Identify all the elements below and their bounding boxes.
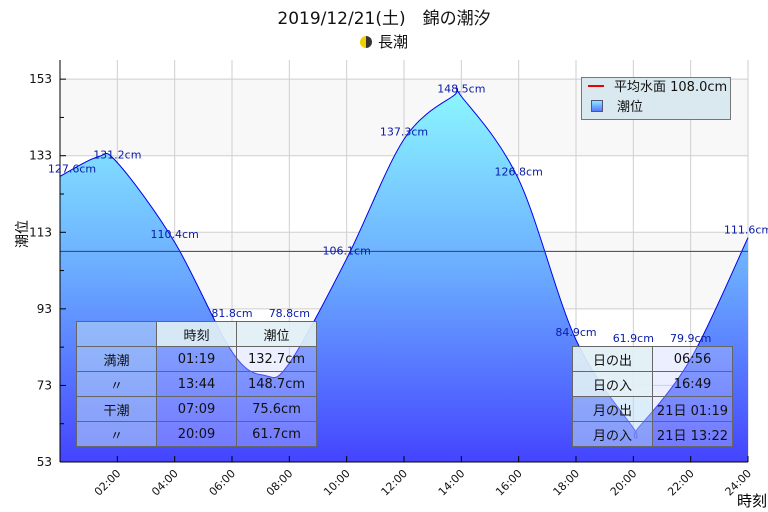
y-axis-label: 潮位 [15,220,31,248]
event-time: 16:49 [652,371,733,397]
y-tick-label: 93 [37,302,52,316]
legend: 平均水面 108.0cm 潮位 [581,77,731,120]
y-tick-label: 113 [29,225,52,239]
x-tick-label: 12:00 [379,467,411,499]
legend-item-tide: 潮位 [582,98,730,118]
table-row: 〃 20:09 61.7cm [76,421,317,447]
data-label: 127.6cm [48,162,96,175]
half-moon-icon [359,36,372,48]
table-header-row: 時刻 潮位 [76,321,317,347]
event-label: 月の入 [572,421,653,447]
sun-moon-table: 日の出 06:56 日の入 16:49 月の出 21日 01:19 月の入 21日 13… [572,346,733,447]
x-tick-label: 20:00 [608,467,640,499]
data-label: 111.6cm [724,224,768,237]
table-row: 日の出 06:56 [572,346,733,372]
tide-table: 時刻 潮位 満潮 01:19 132.7cm 〃 13:44 148.7cm 干潮 07:… [76,321,317,447]
y-tick-label: 133 [29,149,52,163]
data-label: 79.9cm [670,332,711,345]
event-label: 月の出 [572,396,653,422]
table-row: 〃 13:44 148.7cm [76,371,317,397]
header-cell: 潮位 [236,321,317,347]
tide-level: 132.7cm [236,346,317,372]
event-time: 06:56 [652,346,733,372]
tide-type-label: 長潮 [377,33,408,51]
data-label: 137.3cm [380,125,428,138]
tide-level: 61.7cm [236,421,317,447]
tide-time: 13:44 [156,371,237,397]
header-cell: 時刻 [156,321,237,347]
tide-level: 75.6cm [236,396,317,422]
legend-item-mean: 平均水面 108.0cm [582,78,730,98]
legend-tide-label: 潮位 [617,100,644,115]
event-label: 日の入 [572,371,653,397]
table-row: 満潮 01:19 132.7cm [76,346,317,372]
y-tick-label: 153 [29,72,52,86]
x-tick-label: 18:00 [551,467,583,499]
gradient-box-icon [591,100,603,112]
tide-time: 01:19 [156,346,237,372]
tide-level: 148.7cm [236,371,317,397]
y-tick-label: 53 [37,455,52,469]
x-tick-label: 16:00 [493,467,525,499]
data-label: 126.8cm [495,165,543,178]
table-row: 日の入 16:49 [572,371,733,397]
data-label: 131.2cm [93,149,141,162]
tide-kind: 〃 [76,421,157,447]
table-row: 月の入 21日 13:22 [572,421,733,447]
table-row: 月の出 21日 01:19 [572,396,733,422]
event-label: 日の出 [572,346,653,372]
data-label: 148.5cm [437,82,485,95]
x-axis-label: 時刻 [737,492,768,510]
tide-time: 07:09 [156,396,237,422]
event-time: 21日 01:19 [652,396,733,422]
x-tick-label: 06:00 [207,467,239,499]
y-tick-label: 73 [37,378,52,392]
x-tick-label: 22:00 [665,467,697,499]
tide-kind: 干潮 [76,396,157,422]
data-label: 106.1cm [323,245,371,258]
red-line-icon [588,85,604,87]
data-label: 81.8cm [211,307,252,320]
event-time: 21日 13:22 [652,421,733,447]
tide-kind: 満潮 [76,346,157,372]
tide-kind: 〃 [76,371,157,397]
header-cell [76,321,157,347]
table-row: 干潮 07:09 75.6cm [76,396,317,422]
chart-title: 2019/12/21(土) 錦の潮汐 [277,9,491,29]
x-tick-label: 08:00 [264,467,296,499]
x-tick-label: 14:00 [436,467,468,499]
x-tick-label: 10:00 [321,467,353,499]
legend-mean-label: 平均水面 108.0cm [614,80,728,95]
tide-time: 20:09 [156,421,237,447]
tide-type: 長潮 [0,31,768,52]
data-label: 61.9cm [613,332,654,345]
x-tick-label: 04:00 [149,467,181,499]
data-label: 78.8cm [269,307,310,320]
data-label: 110.4cm [151,228,199,241]
x-tick-label: 02:00 [92,467,124,499]
data-label: 84.9cm [555,326,596,339]
